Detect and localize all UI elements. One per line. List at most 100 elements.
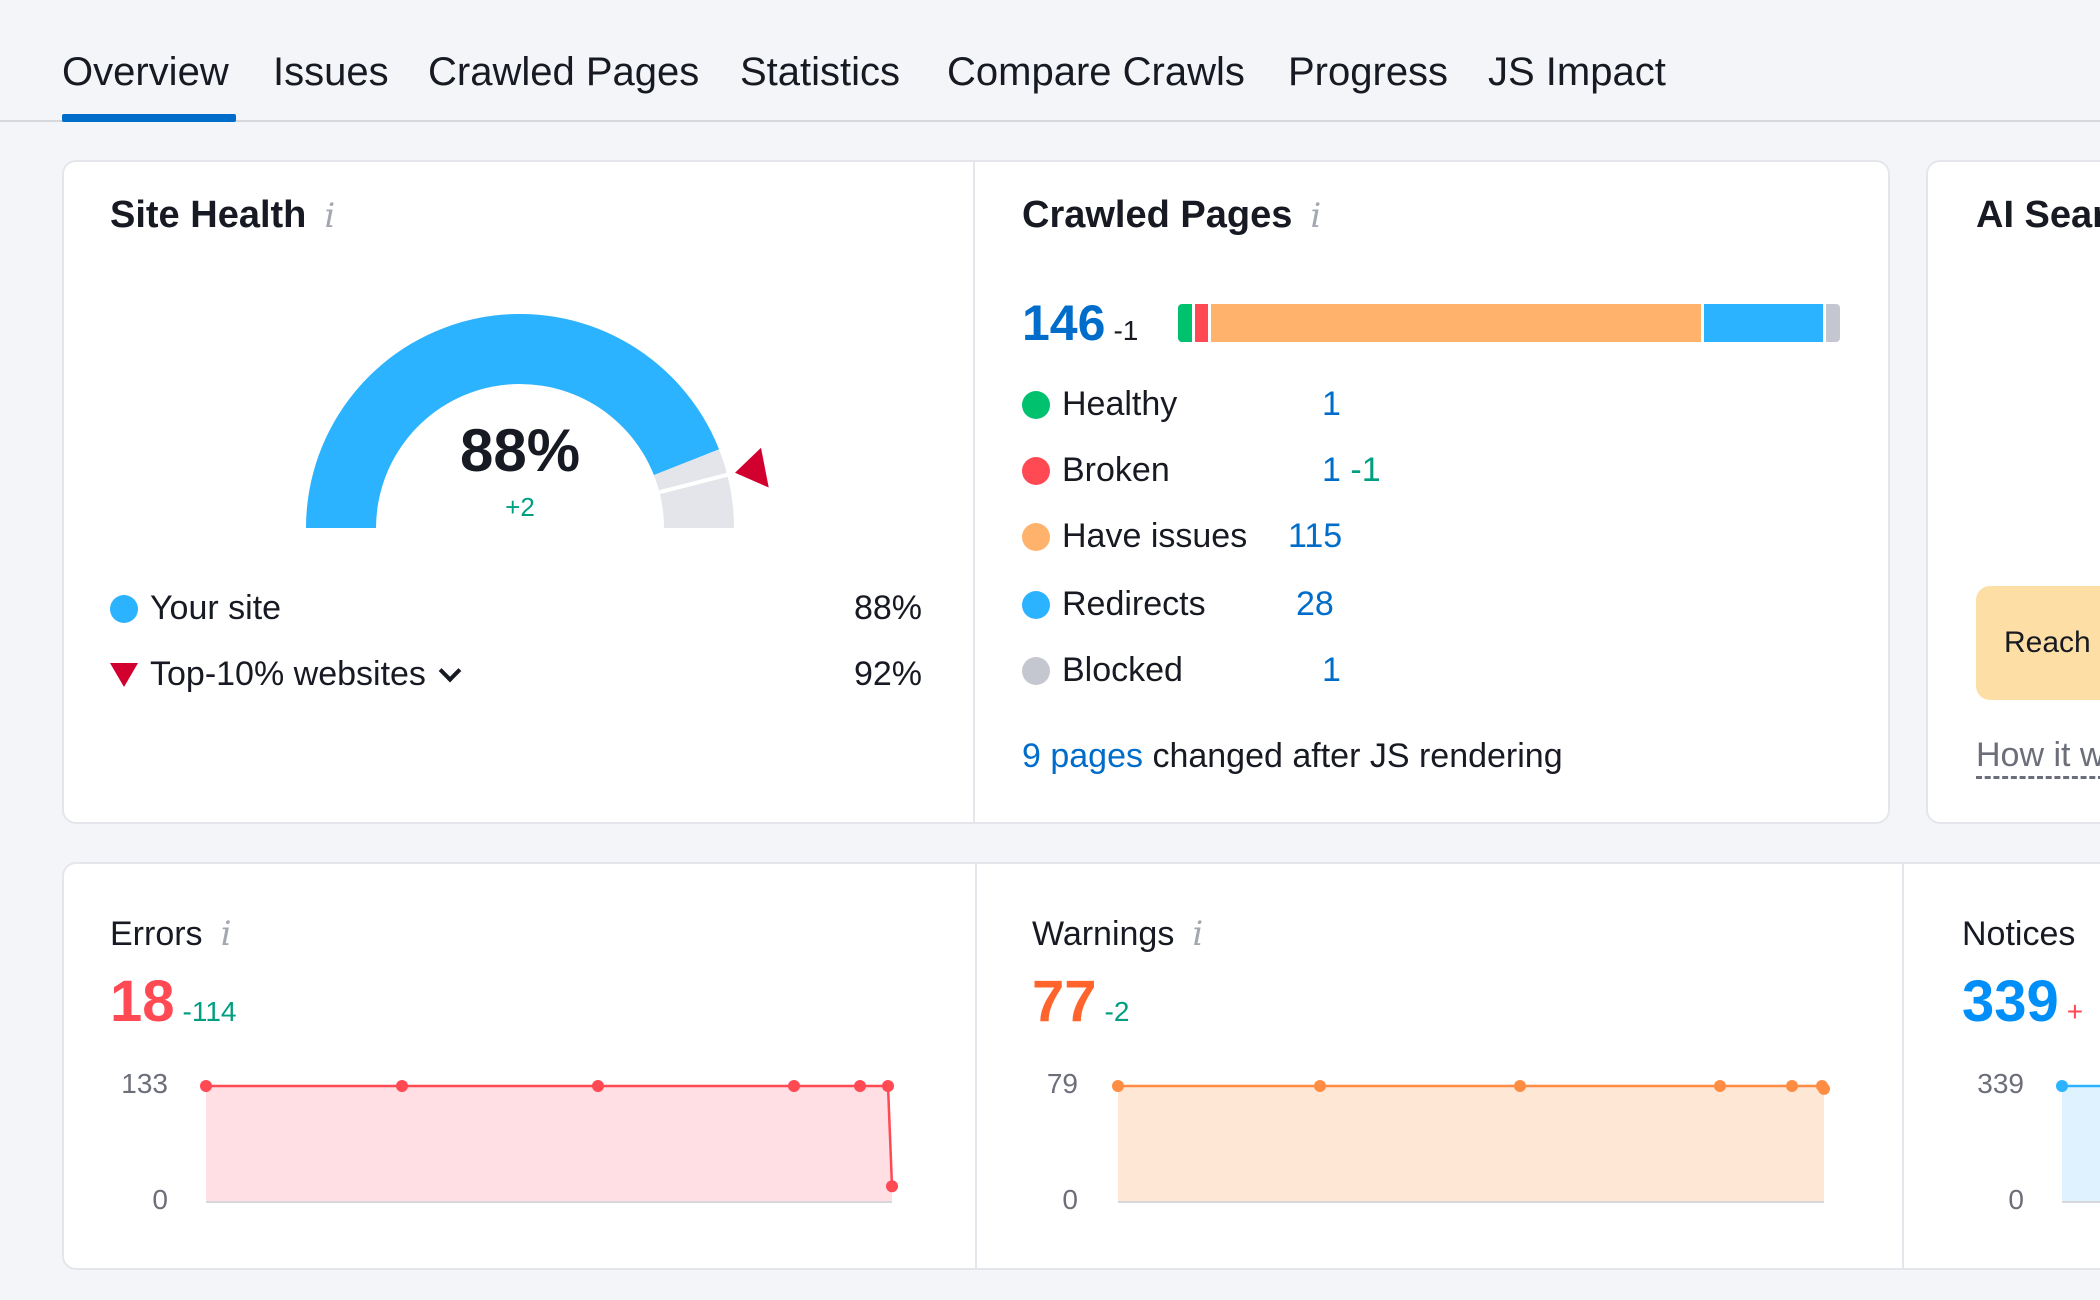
row-blocked-label: Blocked	[1062, 651, 1183, 689]
ai-search-card	[1926, 160, 2100, 824]
row-blocked: Blocked	[1022, 650, 1183, 690]
notices-trend-chart[interactable]	[2056, 1080, 2100, 1206]
legend-top10[interactable]: Top-10% websites	[110, 654, 462, 694]
tab-crawled-pages[interactable]: Crawled Pages	[428, 50, 700, 94]
chart-point-4	[1786, 1080, 1798, 1092]
errors-trend-chart[interactable]	[200, 1080, 904, 1206]
errors-title-text: Errors	[110, 915, 203, 953]
tab-progress[interactable]: Progress	[1288, 50, 1449, 94]
warnings-ymin-label: 0	[1062, 1184, 1078, 1215]
site-health-gauge	[306, 314, 769, 528]
row-redirects-value[interactable]: 28	[1296, 585, 1334, 623]
js-pages-link[interactable]: 9 pages	[1022, 737, 1143, 775]
gauge-fill	[306, 314, 719, 528]
crawled-pages-title: Crawled Pages i	[1022, 194, 1321, 237]
notices-title: Notices	[1962, 915, 2076, 953]
blocked-dot-icon	[1022, 657, 1050, 685]
legend-your-site-value: 88%	[853, 589, 922, 627]
chart-point-6	[1818, 1082, 1830, 1095]
chart-point-4	[854, 1080, 866, 1092]
info-icon[interactable]: i	[1192, 914, 1204, 954]
row-have-issues-value[interactable]: 115	[1288, 517, 1343, 555]
row-redirects: Redirects	[1022, 584, 1206, 624]
crawled-pages-total-value: 146	[1022, 295, 1106, 351]
chart-point-1	[396, 1080, 408, 1092]
chart-point-3	[788, 1080, 800, 1092]
legend-your-site-label: Your site	[150, 589, 282, 627]
row-broken-label: Broken	[1062, 451, 1170, 489]
top10-triangle-icon	[110, 663, 138, 687]
errors-title: Errors i	[110, 914, 231, 954]
tab-js-impact[interactable]: JS Impact	[1488, 50, 1666, 94]
info-icon[interactable]: i	[220, 914, 232, 954]
notices-change: +	[2066, 996, 2084, 1027]
your-site-dot-icon	[110, 595, 138, 623]
js-rendering-text: changed after JS rendering	[1152, 737, 1563, 775]
top10-marker-icon	[735, 447, 769, 488]
chart-point-0	[200, 1080, 212, 1092]
notices-count[interactable]: 339 +	[1962, 968, 2083, 1035]
legend-top10-value: 92%	[853, 655, 922, 693]
tab-issues[interactable]: Issues	[273, 50, 389, 94]
row-broken-count: 1	[1322, 451, 1341, 489]
info-icon[interactable]: i	[1310, 196, 1322, 236]
chart-point-2	[592, 1080, 604, 1092]
notices-ymax-label: 339	[1977, 1068, 2024, 1099]
row-broken-change: -1	[1350, 451, 1381, 489]
row-broken: Broken	[1022, 450, 1170, 490]
tab-overview[interactable]: Overview	[62, 50, 229, 94]
row-healthy: Healthy	[1022, 384, 1177, 424]
chart-point-6	[886, 1180, 898, 1193]
stacked-bar-segment-healthy[interactable]	[1178, 304, 1192, 342]
warnings-trend-chart[interactable]	[1112, 1080, 1830, 1206]
tab-bar: Overview Issues Crawled Pages Statistics…	[0, 0, 2100, 122]
crawled-pages-total[interactable]: 146 -1	[1022, 294, 1138, 352]
chart-point-1	[1314, 1080, 1326, 1092]
card-divider	[1902, 864, 1904, 1268]
errors-ymax-label: 133	[121, 1068, 168, 1099]
row-healthy-label: Healthy	[1062, 385, 1178, 423]
errors-count[interactable]: 18 -114	[110, 968, 236, 1035]
have-issues-dot-icon	[1022, 523, 1050, 551]
row-have-issues-label: Have issues	[1062, 517, 1248, 555]
row-have-issues: Have issues	[1022, 516, 1247, 556]
chart-point-0	[1112, 1080, 1124, 1092]
warnings-change: -2	[1104, 996, 1130, 1027]
notices-ymin-label: 0	[2008, 1184, 2024, 1215]
chart-point-3	[1714, 1080, 1726, 1092]
crawled-pages-stacked-bar	[1178, 304, 1840, 342]
gauge-separator	[658, 471, 732, 495]
active-tab-indicator	[62, 114, 236, 122]
row-healthy-value[interactable]: 1	[1322, 385, 1341, 423]
row-broken-value[interactable]: 1 -1	[1322, 450, 1381, 490]
broken-dot-icon	[1022, 457, 1050, 485]
site-health-change: +2	[505, 492, 535, 522]
chart-point-2	[1514, 1080, 1526, 1092]
site-health-title: Site Health i	[110, 194, 335, 237]
crawled-pages-total-change: -1	[1113, 315, 1139, 346]
site-health-title-text: Site Health	[110, 194, 307, 236]
chevron-down-icon[interactable]	[438, 659, 462, 683]
reach-box[interactable]: Reach &	[1976, 586, 2100, 700]
row-redirects-label: Redirects	[1062, 585, 1206, 623]
warnings-title-text: Warnings	[1032, 915, 1175, 953]
crawled-pages-title-text: Crawled Pages	[1022, 194, 1293, 236]
warnings-ymax-label: 79	[1046, 1068, 1078, 1099]
how-it-works-link[interactable]: How it w	[1976, 734, 2100, 779]
info-icon[interactable]: i	[324, 196, 336, 236]
card-divider	[975, 864, 977, 1268]
chart-area	[2062, 1086, 2100, 1202]
chart-point-0	[2056, 1080, 2068, 1092]
notices-value: 339	[1962, 969, 2059, 1034]
stacked-bar-segment-broken[interactable]	[1194, 304, 1209, 342]
errors-value: 18	[110, 969, 175, 1034]
warnings-count[interactable]: 77 -2	[1032, 968, 1129, 1035]
legend-your-site: Your site	[110, 588, 281, 628]
stacked-bar-segment-have-issues[interactable]	[1211, 304, 1702, 342]
stacked-bar-segment-redirects[interactable]	[1704, 304, 1824, 342]
stacked-bar-segment-blocked[interactable]	[1826, 304, 1840, 342]
legend-top10-label: Top-10% websites	[150, 655, 426, 693]
tab-compare-crawls[interactable]: Compare Crawls	[947, 50, 1245, 94]
tab-statistics[interactable]: Statistics	[740, 50, 901, 94]
row-blocked-value[interactable]: 1	[1322, 651, 1341, 689]
